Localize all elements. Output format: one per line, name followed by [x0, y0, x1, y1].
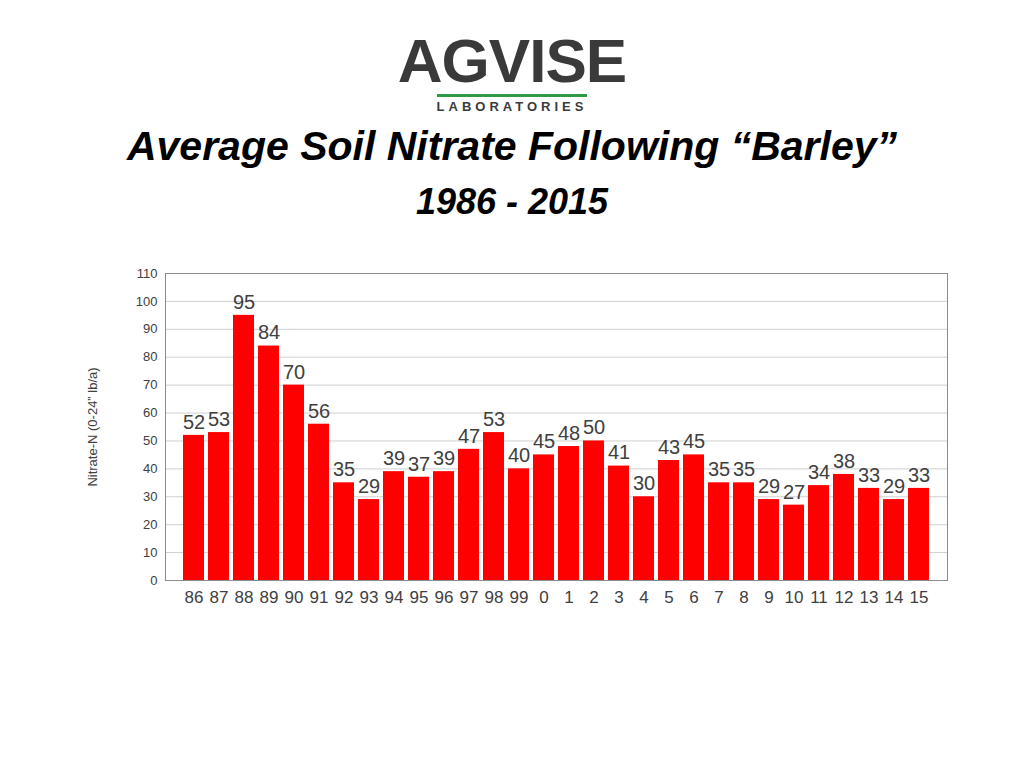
svg-text:110: 110: [137, 266, 158, 281]
svg-text:29: 29: [883, 475, 905, 497]
svg-text:40: 40: [508, 444, 530, 466]
svg-text:86: 86: [185, 588, 204, 607]
svg-text:35: 35: [708, 458, 730, 480]
svg-text:12: 12: [835, 588, 854, 607]
svg-text:60: 60: [143, 405, 157, 420]
svg-text:15: 15: [910, 588, 929, 607]
svg-text:33: 33: [908, 464, 930, 486]
svg-text:45: 45: [533, 430, 555, 452]
svg-text:29: 29: [758, 475, 780, 497]
svg-text:39: 39: [383, 447, 405, 469]
svg-text:96: 96: [435, 588, 454, 607]
svg-text:50: 50: [583, 416, 605, 438]
svg-text:92: 92: [335, 588, 354, 607]
svg-text:30: 30: [633, 472, 655, 494]
svg-text:3: 3: [614, 588, 623, 607]
svg-text:50: 50: [143, 433, 157, 448]
html-text:1986 - 2015: 1986 - 2015: [415, 181, 609, 222]
svg-text:1: 1: [564, 588, 573, 607]
svg-text:95: 95: [410, 588, 429, 607]
svg-text:45: 45: [683, 430, 705, 452]
svg-text:47: 47: [458, 425, 480, 447]
svg-text:70: 70: [283, 361, 305, 383]
svg-text:80: 80: [143, 349, 157, 364]
svg-text:100: 100: [136, 294, 158, 309]
svg-text:88: 88: [235, 588, 254, 607]
svg-text:89: 89: [260, 588, 279, 607]
svg-text:38: 38: [833, 450, 855, 472]
svg-text:87: 87: [210, 588, 229, 607]
svg-text:97: 97: [460, 588, 479, 607]
svg-text:13: 13: [860, 588, 879, 607]
svg-text:5: 5: [664, 588, 673, 607]
svg-text:90: 90: [143, 321, 157, 336]
svg-text:37: 37: [408, 453, 430, 475]
svg-text:8: 8: [739, 588, 748, 607]
svg-text:52: 52: [183, 411, 205, 433]
svg-text:6: 6: [689, 588, 698, 607]
svg-text:99: 99: [510, 588, 529, 607]
svg-text:10: 10: [143, 545, 157, 560]
svg-text:35: 35: [733, 458, 755, 480]
svg-text:0: 0: [539, 588, 548, 607]
html-text:LABORATORIES: LABORATORIES: [436, 99, 588, 114]
svg-text:35: 35: [333, 458, 355, 480]
svg-text:29: 29: [358, 475, 380, 497]
svg-text:91: 91: [310, 588, 329, 607]
html-text:Average Soil Nitrate Following: Average Soil Nitrate Following “Barley”: [127, 123, 897, 169]
svg-text:4: 4: [639, 588, 648, 607]
html-text:AGVISE: AGVISE: [397, 26, 627, 95]
svg-text:70: 70: [143, 377, 157, 392]
svg-text:0: 0: [150, 573, 157, 588]
svg-text:9: 9: [764, 588, 773, 607]
svg-text:95: 95: [233, 291, 255, 313]
svg-text:40: 40: [143, 461, 157, 476]
svg-text:27: 27: [783, 481, 805, 503]
svg-text:94: 94: [385, 588, 404, 607]
svg-text:2: 2: [589, 588, 598, 607]
svg-text:Nitrate-N (0-24” lb/a): Nitrate-N (0-24” lb/a): [85, 367, 100, 486]
svg-text:41: 41: [608, 441, 630, 463]
svg-text:39: 39: [433, 447, 455, 469]
svg-text:20: 20: [143, 517, 157, 532]
svg-text:98: 98: [485, 588, 504, 607]
svg-text:56: 56: [308, 400, 330, 422]
svg-text:53: 53: [208, 408, 230, 430]
svg-text:11: 11: [810, 588, 828, 607]
svg-text:34: 34: [808, 461, 830, 483]
svg-text:84: 84: [258, 321, 280, 343]
svg-text:93: 93: [360, 588, 379, 607]
svg-text:7: 7: [714, 588, 723, 607]
svg-text:33: 33: [858, 464, 880, 486]
svg-text:14: 14: [885, 588, 904, 607]
svg-text:53: 53: [483, 408, 505, 430]
svg-text:90: 90: [285, 588, 304, 607]
svg-text:10: 10: [785, 588, 804, 607]
svg-text:43: 43: [658, 436, 680, 458]
svg-text:30: 30: [143, 489, 157, 504]
svg-text:48: 48: [558, 422, 580, 444]
